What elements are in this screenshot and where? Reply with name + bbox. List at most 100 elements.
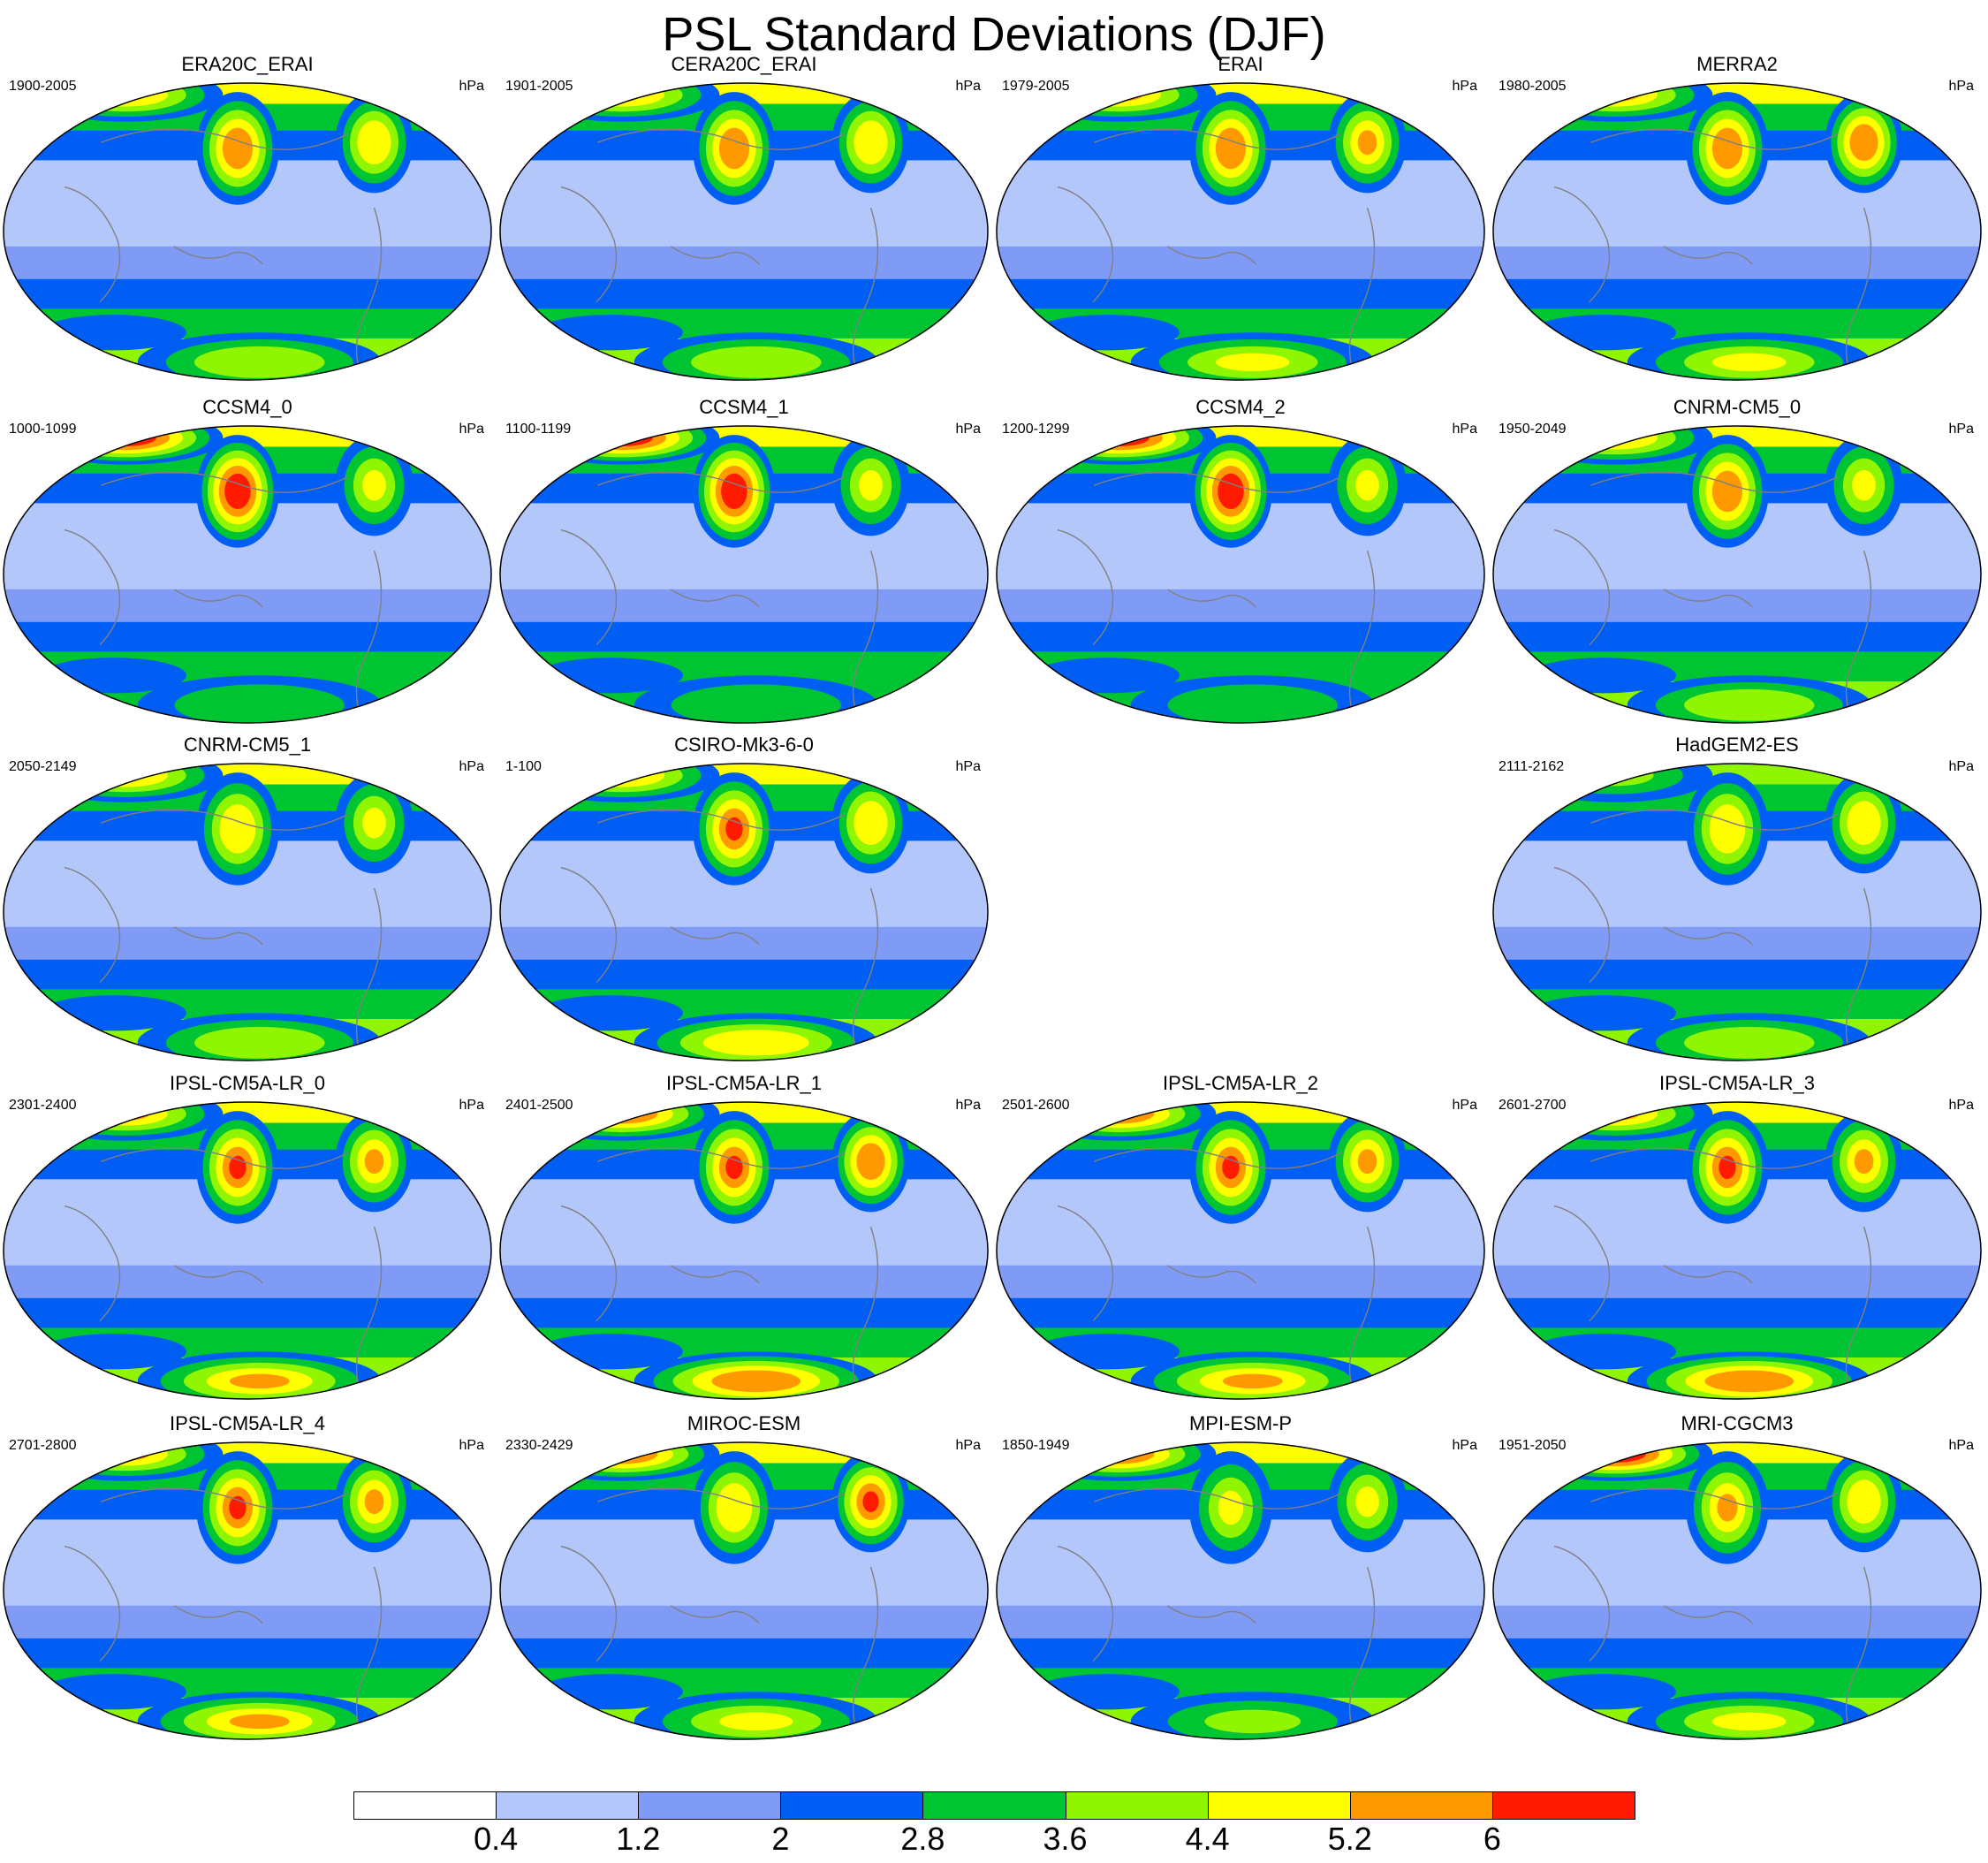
panel-title: IPSL-CM5A-LR_3 [1658,1072,1816,1094]
sh-subtropic-band [4,1265,491,1298]
panel-period: 1200-1299 [1002,422,1070,437]
map-outline [499,763,989,1061]
antarctic-maximum [1712,1033,1787,1052]
panel-title: CNRM-CM5_1 [183,734,312,756]
coastline [355,1226,383,1399]
antarctic-maximum [211,693,308,718]
coastline [1590,1147,1839,1169]
map-panel: CCSM4_1 1100-1199 hPa [497,396,991,734]
coastline [1094,1487,1342,1509]
southern-ocean-band [1561,1341,1644,1362]
coastline [852,550,879,723]
sh-subtropic-band [500,1605,988,1639]
map-plot [1492,763,1982,1061]
arctic-maximum [64,83,186,112]
arctic-maximum [64,1442,186,1471]
coastline [1553,1205,1611,1322]
map-outline [3,1101,492,1400]
north-pacific-maximum [1223,481,1239,502]
coastline [173,1605,263,1624]
map-plot [3,425,492,724]
coastline [1663,246,1753,265]
panel-units: hPa [1948,1098,1974,1113]
panel-units: hPa [1948,79,1974,94]
map-plot [1492,1441,1982,1740]
southern-ocean-band [1065,322,1148,343]
arctic-maximum [101,1448,150,1461]
map-plot [996,425,1485,724]
arctic-maximum [64,1102,186,1131]
coastline [852,1226,879,1399]
coastline [1094,471,1342,493]
map-plot [3,1441,492,1740]
antarctic-maximum [725,1035,786,1051]
coastline [173,589,263,608]
arctic-maximum [597,769,647,782]
coastline [1348,550,1376,723]
arctic-maximum [101,1107,150,1121]
north-atlantic-maximum [862,1151,879,1172]
colorbar-labels: 0.4 1.2 2 2.8 3.6 4.4 5.2 6 [0,1819,1988,1863]
coastline [173,246,263,265]
panel-period: 1979-2005 [1002,79,1070,94]
coastline [597,1147,846,1169]
antarctic-maximum [719,1712,793,1730]
colorbar-box [353,1791,497,1820]
panel-units: hPa [955,1098,981,1113]
panel-period: 1850-1949 [1002,1438,1070,1453]
panel-units: hPa [459,1098,484,1113]
coastline [1845,1226,1872,1399]
antarctic-maximum [223,1033,297,1052]
coastline [1057,186,1114,303]
map-panel: MPI-ESM-P 1850-1949 hPa [993,1412,1488,1750]
panel-title: IPSL-CM5A-LR_2 [1162,1072,1319,1094]
map-panel: CCSM4_2 1200-1299 hPa [993,396,1488,734]
arctic-maximum [101,769,150,782]
coastline [1553,1545,1611,1662]
panel-title: CCSM4_2 [1195,396,1286,418]
map-plot [499,1441,989,1740]
southern-ocean-band [568,322,651,343]
coastline [560,1545,618,1662]
panel-units: hPa [955,1438,981,1453]
map-outline [996,82,1485,381]
colorbar-label: 0.4 [474,1821,519,1857]
coastline [597,128,846,150]
antarctic-maximum [1712,353,1787,371]
coastline [101,471,349,493]
panel-title: CERA20C_ERAI [671,53,817,75]
antarctic-maximum [719,353,793,371]
map-outline [3,425,492,724]
arctic-maximum [597,88,647,102]
panel-period: 1000-1099 [9,422,77,437]
coastline [173,926,263,946]
north-pacific-maximum [724,1494,745,1522]
arctic-maximum [1584,1445,1646,1463]
map-plot [3,1101,492,1400]
southern-ocean-band [1561,1002,1644,1023]
coastline [670,589,760,608]
southern-ocean-band [72,322,155,343]
map-panel-grid: ERA20C_ERAI 1900-2005 hPa CERA20C_ERAI 1901-… [3,53,1982,1750]
panel-title: MPI-ESM-P [1188,1412,1293,1434]
sh-subtropic-band [1493,246,1981,279]
coastline [355,1566,383,1739]
panel-period: 1900-2005 [9,79,77,94]
coastline [560,1205,618,1322]
colorbar-box [1349,1791,1493,1820]
arctic-maximum [95,429,156,446]
panel-units: hPa [955,79,981,94]
panel-title: IPSL-CM5A-LR_0 [169,1072,326,1094]
arctic-maximum [1094,88,1143,102]
map-plot [1492,82,1982,381]
coastline [1348,1566,1376,1739]
colorbar-box [780,1791,924,1820]
antarctic-maximum [1204,693,1301,718]
southern-ocean-band [568,1681,651,1702]
map-plot [499,425,989,724]
antarctic-maximum [1222,1373,1283,1389]
arctic-maximum [561,83,683,112]
panel-title: MRI-CGCM3 [1681,1412,1794,1434]
map-outline [996,425,1485,724]
coastline [1845,887,1872,1061]
